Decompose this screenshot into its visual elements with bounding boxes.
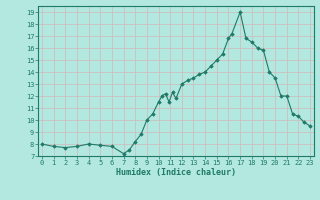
X-axis label: Humidex (Indice chaleur): Humidex (Indice chaleur)	[116, 168, 236, 177]
